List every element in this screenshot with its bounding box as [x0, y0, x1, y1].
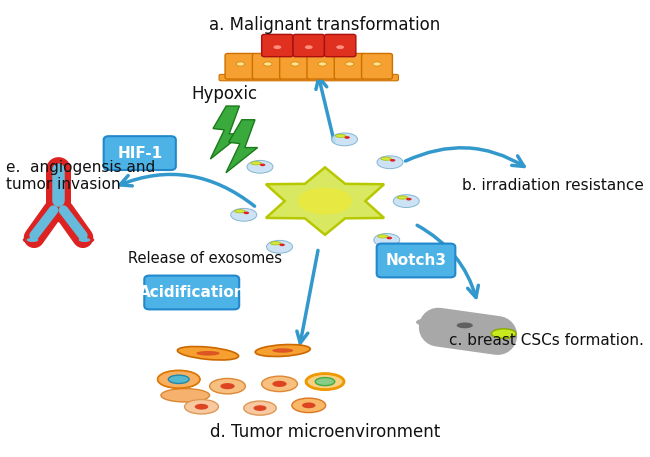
Ellipse shape — [231, 208, 257, 221]
Ellipse shape — [491, 329, 516, 339]
Ellipse shape — [387, 237, 392, 239]
FancyBboxPatch shape — [144, 276, 239, 309]
Ellipse shape — [406, 198, 411, 201]
FancyArrowPatch shape — [63, 210, 83, 238]
Ellipse shape — [336, 45, 344, 49]
Ellipse shape — [292, 398, 326, 413]
Text: HIF-1: HIF-1 — [117, 146, 162, 160]
Ellipse shape — [373, 62, 382, 66]
Ellipse shape — [168, 375, 189, 383]
Ellipse shape — [158, 371, 200, 388]
Ellipse shape — [393, 195, 419, 207]
FancyBboxPatch shape — [225, 53, 256, 79]
Ellipse shape — [274, 45, 281, 49]
Ellipse shape — [317, 378, 333, 385]
Ellipse shape — [237, 62, 244, 66]
Ellipse shape — [291, 62, 300, 66]
Ellipse shape — [264, 62, 272, 66]
Ellipse shape — [377, 156, 403, 169]
FancyBboxPatch shape — [103, 136, 176, 170]
Ellipse shape — [209, 378, 246, 394]
Ellipse shape — [254, 405, 266, 411]
FancyArrowPatch shape — [64, 210, 83, 235]
Ellipse shape — [244, 212, 249, 214]
Ellipse shape — [272, 348, 293, 353]
Ellipse shape — [390, 159, 395, 162]
Ellipse shape — [23, 236, 42, 244]
Polygon shape — [211, 106, 242, 159]
Text: Notch3: Notch3 — [385, 253, 447, 268]
Ellipse shape — [79, 238, 90, 242]
Ellipse shape — [381, 157, 391, 160]
FancyBboxPatch shape — [262, 34, 293, 57]
Ellipse shape — [318, 62, 326, 66]
Text: c. breast CSCs formation.: c. breast CSCs formation. — [448, 333, 644, 348]
Ellipse shape — [302, 403, 315, 408]
Text: Hypoxic: Hypoxic — [191, 85, 257, 103]
Ellipse shape — [378, 235, 388, 238]
Ellipse shape — [374, 234, 400, 246]
Text: Acidification: Acidification — [138, 285, 245, 300]
Ellipse shape — [335, 134, 346, 138]
FancyBboxPatch shape — [377, 244, 455, 277]
Polygon shape — [266, 167, 384, 235]
FancyBboxPatch shape — [361, 53, 393, 79]
Text: b. irradiation resistance: b. irradiation resistance — [462, 178, 644, 192]
Ellipse shape — [306, 373, 345, 390]
Ellipse shape — [344, 136, 350, 139]
Ellipse shape — [266, 240, 292, 253]
Ellipse shape — [161, 388, 210, 402]
FancyBboxPatch shape — [324, 34, 356, 57]
Ellipse shape — [315, 377, 335, 386]
Ellipse shape — [170, 376, 187, 383]
Ellipse shape — [305, 45, 313, 49]
FancyArrowPatch shape — [438, 327, 498, 335]
Ellipse shape — [285, 181, 365, 221]
Ellipse shape — [416, 318, 442, 326]
FancyBboxPatch shape — [307, 53, 338, 79]
Text: d. Tumor microenvironment: d. Tumor microenvironment — [210, 423, 440, 441]
Ellipse shape — [247, 160, 273, 173]
Text: a. Malignant transformation: a. Malignant transformation — [209, 16, 441, 34]
Text: Release of exosomes: Release of exosomes — [128, 251, 281, 266]
Ellipse shape — [280, 244, 285, 246]
Ellipse shape — [220, 383, 235, 389]
Ellipse shape — [306, 373, 344, 390]
Ellipse shape — [346, 62, 354, 66]
Ellipse shape — [298, 187, 352, 215]
Ellipse shape — [255, 345, 310, 356]
FancyBboxPatch shape — [219, 74, 398, 81]
Ellipse shape — [332, 133, 358, 146]
Ellipse shape — [185, 399, 218, 414]
FancyArrowPatch shape — [34, 210, 53, 235]
Ellipse shape — [196, 351, 220, 356]
FancyBboxPatch shape — [334, 53, 365, 79]
Ellipse shape — [456, 323, 473, 328]
Ellipse shape — [235, 210, 245, 213]
Text: e.  angiogensis and
tumor invasion: e. angiogensis and tumor invasion — [6, 160, 156, 192]
Ellipse shape — [244, 401, 276, 415]
Ellipse shape — [272, 381, 287, 387]
Ellipse shape — [251, 162, 261, 165]
FancyBboxPatch shape — [293, 34, 324, 57]
FancyBboxPatch shape — [280, 53, 311, 79]
Ellipse shape — [75, 236, 94, 244]
Ellipse shape — [397, 196, 408, 199]
Ellipse shape — [177, 346, 239, 360]
FancyBboxPatch shape — [252, 53, 283, 79]
Ellipse shape — [270, 242, 281, 245]
Polygon shape — [226, 120, 257, 173]
Ellipse shape — [195, 404, 208, 409]
Ellipse shape — [158, 371, 200, 388]
Ellipse shape — [260, 164, 265, 166]
Ellipse shape — [27, 238, 38, 242]
Ellipse shape — [261, 376, 298, 392]
FancyArrowPatch shape — [34, 210, 54, 238]
